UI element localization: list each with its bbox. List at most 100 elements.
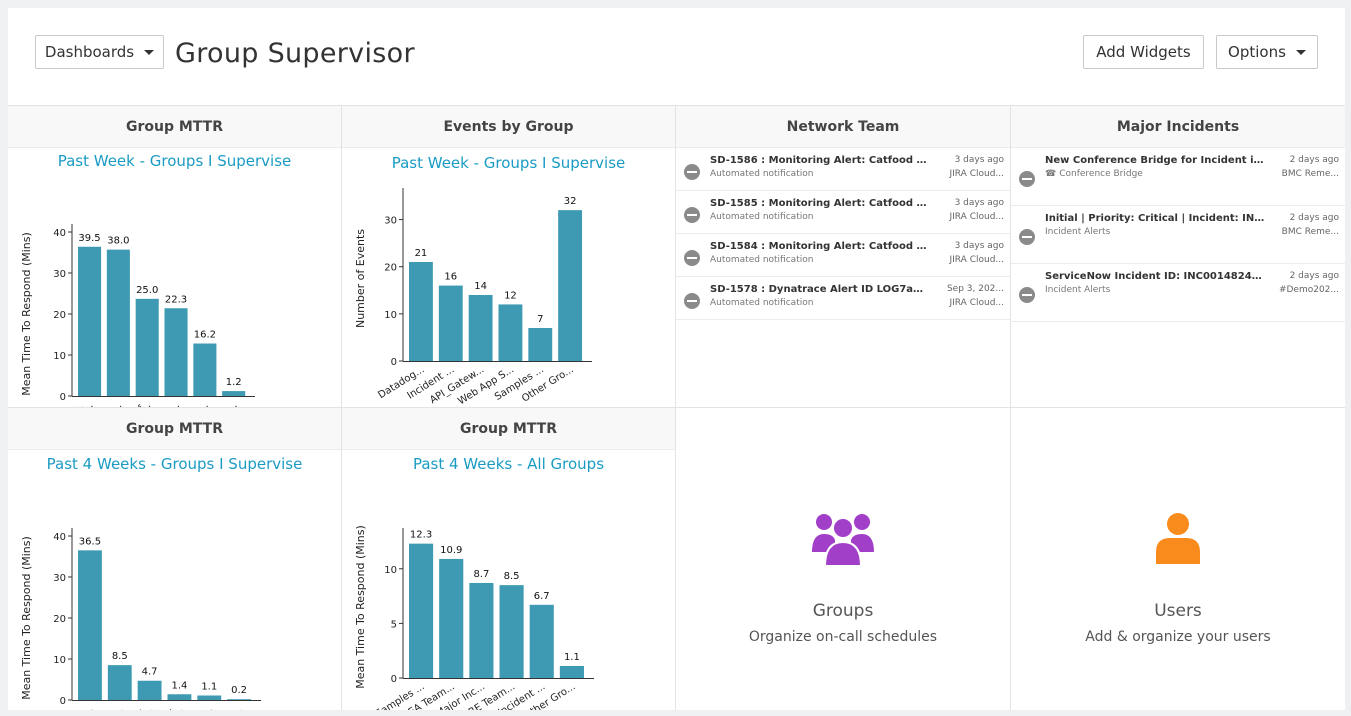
y-tick-label: 20 [53, 310, 66, 321]
y-tick-label: 0 [391, 357, 397, 368]
data-label: 8.7 [473, 569, 489, 580]
feed-item[interactable]: SD-1586 : Monitoring Alert: Catfood au..… [676, 148, 1010, 191]
y-axis-label: Number of Events [354, 229, 367, 328]
y-tick-label: 30 [53, 573, 66, 584]
feed-subtitle-text: Automated notification [710, 212, 814, 222]
y-axis-label: Mean Time To Respond (Mins) [354, 525, 367, 689]
dashboards-label: Dashboards [44, 43, 135, 61]
feed-subtitle-text: Incident Alerts [1045, 285, 1111, 295]
widget-title: Group MTTR [8, 106, 341, 148]
feed-subtitle: Automated notification [710, 212, 813, 222]
bar-chart: Mean Time To Respond (Mins) 0 10 20 30 40 36.5… [20, 528, 261, 710]
feed-subtitle: Incident Alerts [1045, 227, 1110, 237]
feed-title: SD-1578 : Dynatrace Alert ID LOG7a34 ... [710, 284, 930, 295]
widget-group-mttr-week: Group MTTR Past Week - Groups I Supervis… [8, 106, 342, 408]
bar [167, 694, 192, 700]
dashboard-header: Dashboards Group Supervisor Add Widgets … [8, 8, 1345, 106]
x-tick-label: Major Inc... [43, 703, 96, 710]
x-tick-label: Network... [46, 399, 95, 408]
widget-title: Network Team [676, 106, 1010, 148]
x-tick-label: Web App S... [95, 703, 155, 710]
dashboards-dropdown[interactable]: Dashboards [35, 35, 164, 69]
widget-major-incidents: Major Incidents New Conference Bridge fo… [1011, 106, 1345, 408]
x-tick-label: Other Gro... [189, 703, 245, 710]
minus-circle-icon [684, 164, 700, 180]
feed-title: SD-1585 : Monitoring Alert: Catfood au..… [710, 198, 930, 209]
data-label: 6.7 [534, 591, 550, 602]
bar [227, 699, 252, 700]
feed-title: Initial | Priority: Critical | Incident:… [1045, 213, 1265, 224]
y-tick-label: 30 [53, 269, 66, 280]
add-widgets-button[interactable]: Add Widgets [1083, 35, 1204, 69]
bar [468, 295, 493, 361]
feed-subtitle: Automated notification [710, 298, 813, 308]
minus-circle-icon [1019, 229, 1035, 245]
users-tile[interactable]: Users Add & organize your users [1011, 408, 1345, 710]
y-tick-label: 30 [384, 216, 397, 227]
feed-subtitle-text: Automated notification [710, 298, 814, 308]
feed-subtitle-text: Automated notification [710, 169, 814, 179]
bar [499, 585, 524, 678]
feed-item[interactable]: SD-1578 : Dynatrace Alert ID LOG7a34 ...… [676, 277, 1010, 320]
feed-title: SD-1586 : Monitoring Alert: Catfood au..… [710, 155, 930, 166]
y-tick-label: 0 [60, 696, 66, 707]
y-tick-label: 10 [384, 310, 397, 321]
bar [558, 210, 583, 361]
y-tick-label: 40 [53, 532, 66, 543]
bar [135, 298, 159, 396]
feed-source: BMC Reme... [1281, 169, 1339, 179]
bar [469, 582, 494, 678]
y-axis-label: Mean Time To Respond (Mins) [20, 536, 33, 700]
data-label: 1.2 [226, 377, 242, 388]
feed-item[interactable]: New Conference Bridge for Incident inc..… [1011, 148, 1345, 206]
x-tick-label: SRE Team... [70, 703, 126, 710]
y-tick-label: 20 [53, 614, 66, 625]
bar [409, 262, 433, 361]
minus-circle-icon [684, 293, 700, 309]
chevron-down-icon [144, 49, 155, 55]
data-label: 16.2 [194, 330, 216, 341]
chart-subtitle[interactable]: Past Week - Groups I Supervise [57, 152, 292, 170]
data-label: 16 [444, 272, 457, 283]
bar [409, 543, 434, 678]
chart-subtitle[interactable]: Past 4 Weeks - All Groups [412, 455, 605, 473]
feed-time: 2 days ago [1289, 213, 1339, 223]
data-label: 21 [415, 248, 428, 259]
data-label: 8.5 [504, 571, 520, 582]
tile-title: Users [1154, 601, 1202, 621]
data-label: 38.0 [107, 236, 129, 247]
feed-source: JIRA Cloud... [949, 298, 1004, 308]
bar [164, 308, 188, 396]
y-tick-label: 5 [391, 619, 397, 630]
bar [529, 604, 554, 678]
bar [193, 343, 217, 396]
widget-title: Group MTTR [342, 408, 675, 450]
widget-events-by-group: Events by Group Past Week - Groups I Sup… [342, 106, 676, 408]
feed-subtitle: Automated notification [710, 255, 813, 265]
feed-item[interactable]: ServiceNow Incident ID: INC0014824 P... I… [1011, 264, 1345, 322]
bar [439, 558, 464, 678]
minus-circle-icon [684, 207, 700, 223]
bar [222, 391, 246, 396]
feed-source: JIRA Cloud... [949, 169, 1004, 179]
bar [559, 665, 584, 678]
chart-subtitle[interactable]: Past 4 Weeks - Groups I Supervise [46, 455, 303, 473]
options-dropdown[interactable]: Options [1216, 35, 1318, 69]
feed-item[interactable]: SD-1584 : Monitoring Alert: Catfood au..… [676, 234, 1010, 277]
groups-tile[interactable]: Groups Organize on-call schedules [676, 408, 1011, 710]
feed-item[interactable]: SD-1585 : Monitoring Alert: Catfood au..… [676, 191, 1010, 234]
y-tick-label: 10 [384, 565, 397, 576]
feed-subtitle-text: Conference Bridge [1059, 169, 1143, 179]
bar [498, 304, 523, 361]
data-label: 25.0 [136, 285, 158, 296]
feed-time: 2 days ago [1289, 271, 1339, 281]
feed-item[interactable]: Initial | Priority: Critical | Incident:… [1011, 206, 1345, 264]
chart-subtitle[interactable]: Past Week - Groups I Supervise [391, 154, 626, 172]
data-label: 1.1 [201, 681, 217, 692]
y-tick-label: 0 [391, 674, 397, 685]
bar [137, 680, 162, 700]
tile-title: Groups [812, 601, 874, 621]
page-title: Group Supervisor [175, 38, 415, 69]
minus-circle-icon [1019, 287, 1035, 303]
minus-circle-icon [684, 250, 700, 266]
